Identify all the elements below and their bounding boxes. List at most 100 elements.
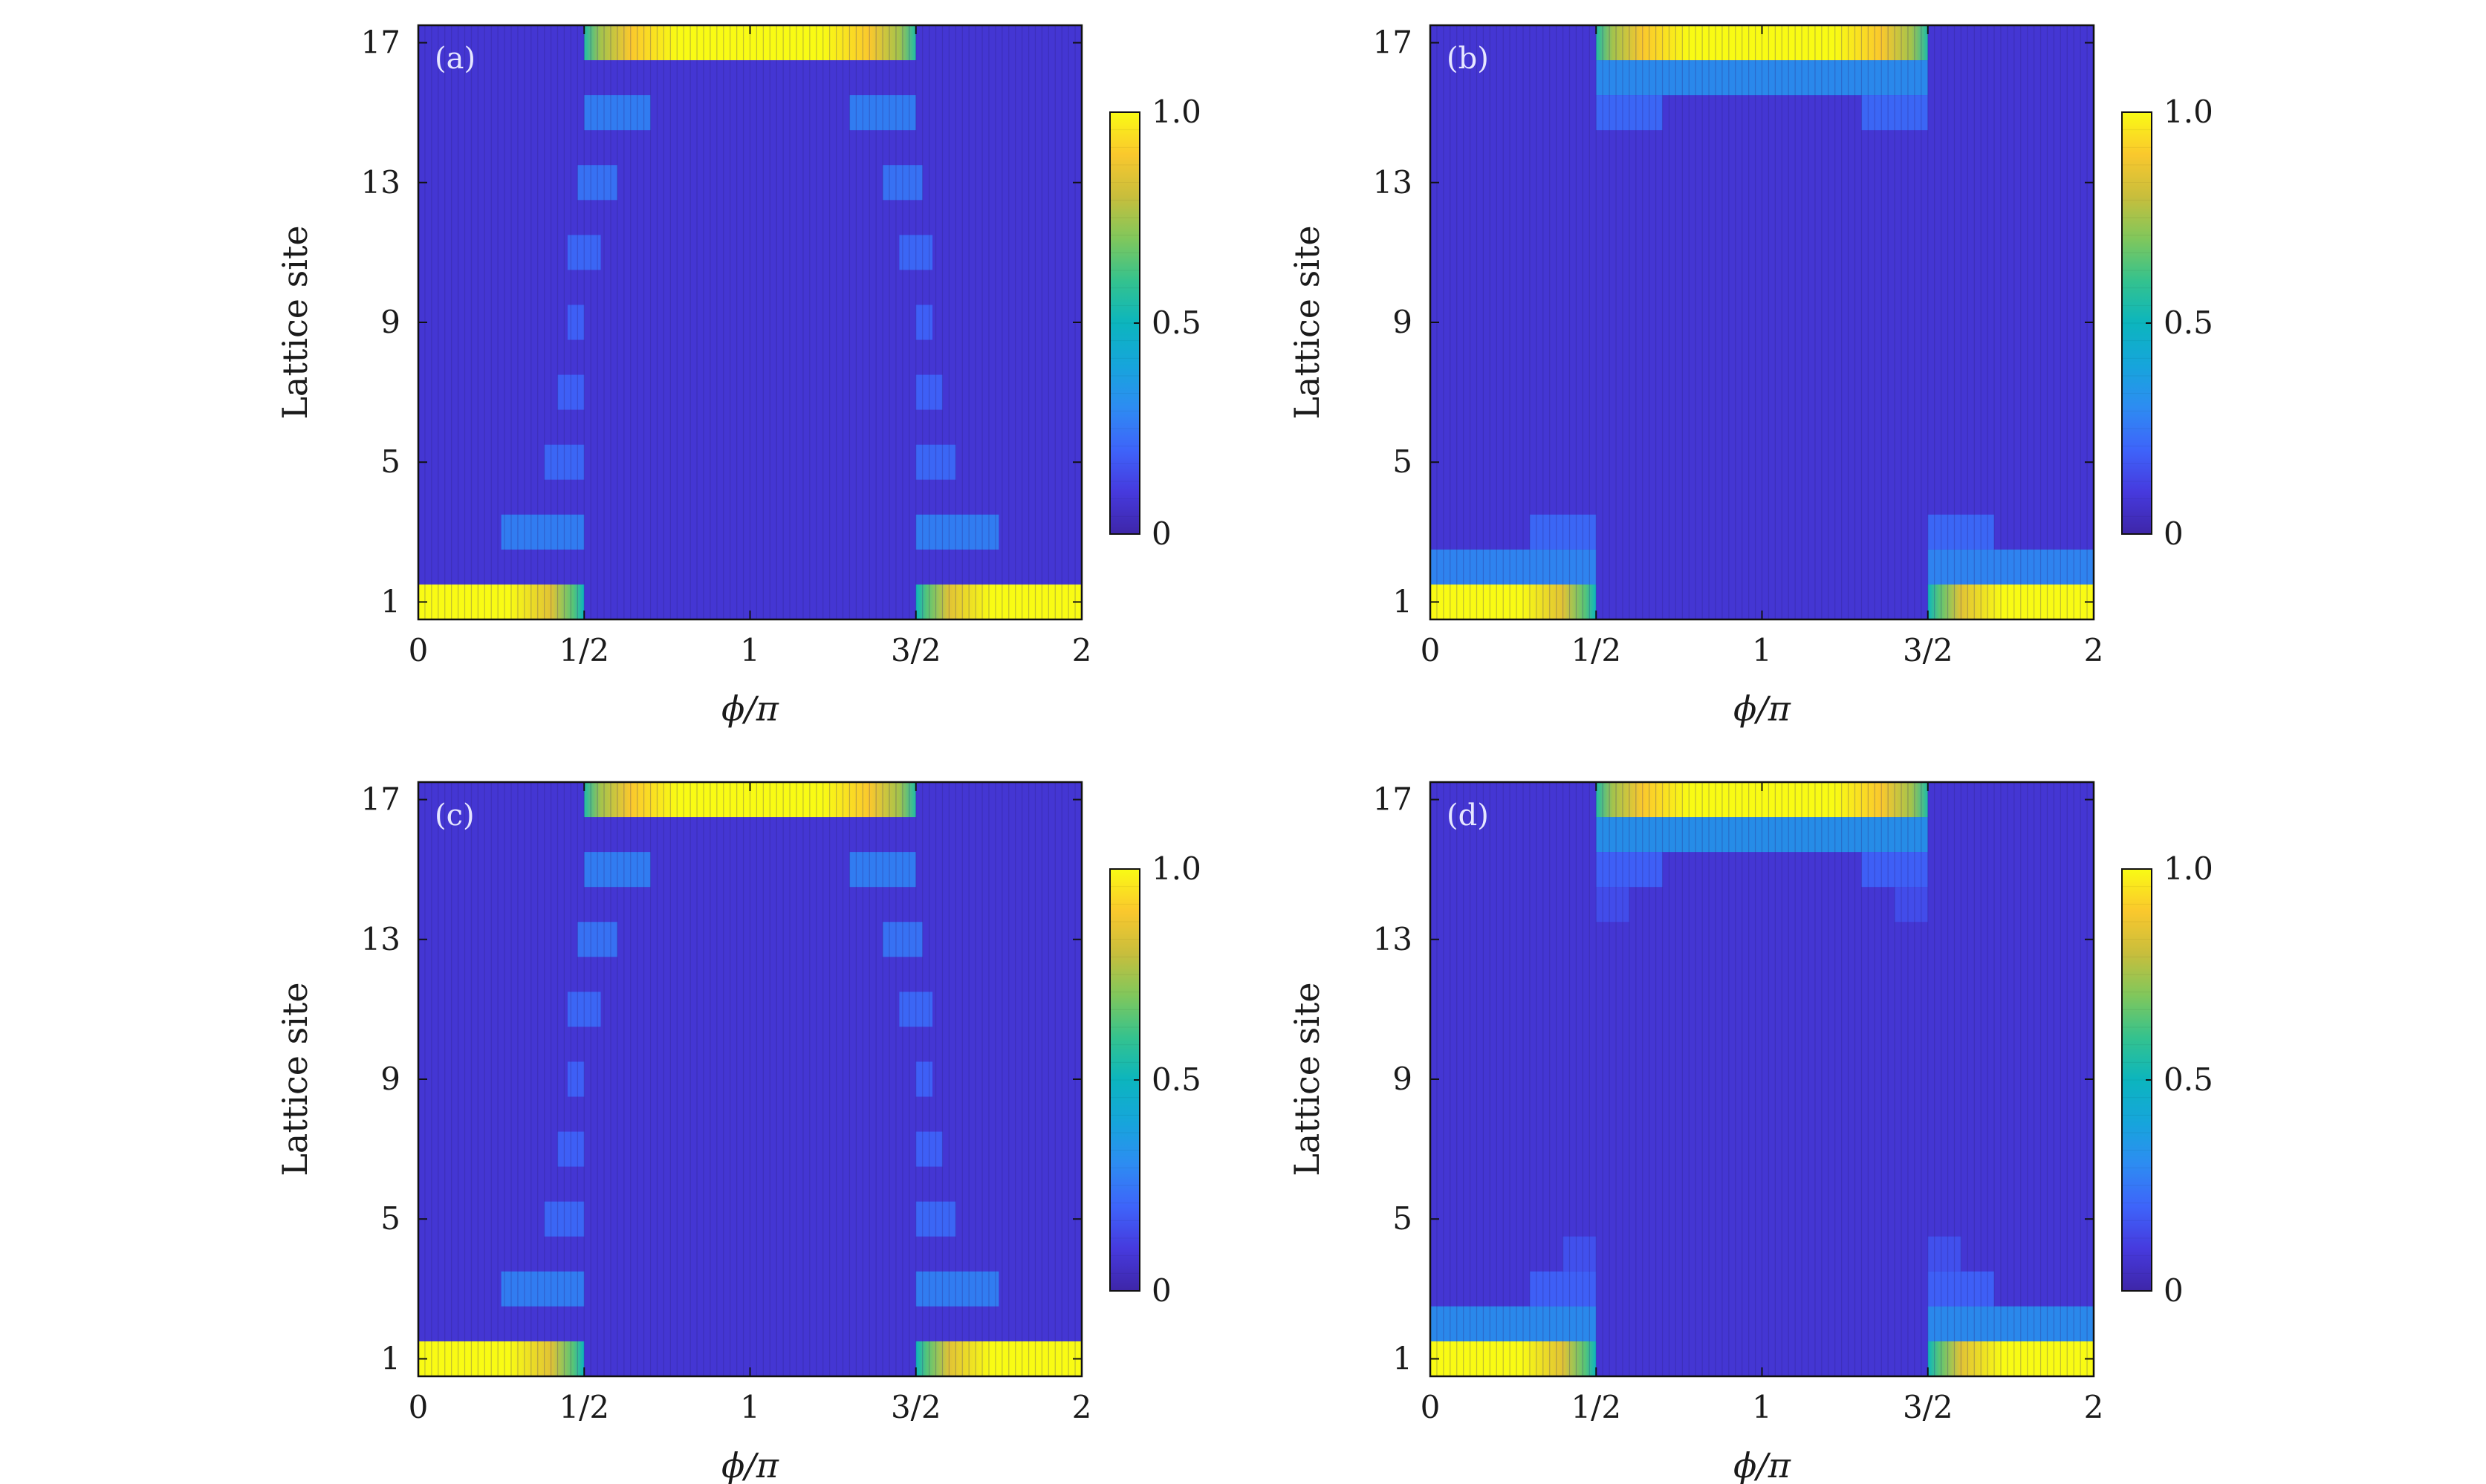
bulk-spot xyxy=(883,165,923,201)
x-tick-label: 0 xyxy=(409,632,429,668)
y-tick-label: 9 xyxy=(1392,1061,1412,1097)
bulk-spot xyxy=(544,444,585,480)
x-axis-label: ϕ/π xyxy=(1733,1445,1791,1484)
heatmap-area xyxy=(418,25,1082,619)
y-tick-label: 1 xyxy=(380,1340,400,1376)
x-tick-label: 1/2 xyxy=(559,632,609,668)
bulk-spot xyxy=(899,992,933,1027)
bulk-spot xyxy=(1596,887,1629,922)
edge-state-site-1 xyxy=(1927,1341,2094,1376)
panel-label: (d) xyxy=(1447,798,1489,833)
bulk-spot xyxy=(1861,95,1928,131)
x-axis-label: ϕ/π xyxy=(721,689,779,729)
bulk-spot xyxy=(1927,1271,1995,1306)
bulk-spot xyxy=(557,374,585,410)
y-tick-label: 9 xyxy=(380,304,400,340)
bulk-spot xyxy=(1430,1306,1597,1341)
y-tick-label: 9 xyxy=(1392,304,1412,340)
y-tick-label: 5 xyxy=(1392,443,1412,480)
bulk-spot xyxy=(557,1131,585,1167)
y-axis-label: Lattice site xyxy=(1287,982,1327,1176)
x-tick-label: 2 xyxy=(2084,632,2104,668)
panel-label: (a) xyxy=(435,42,476,76)
y-tick-label: 17 xyxy=(361,25,400,61)
bulk-spot xyxy=(544,1201,585,1237)
bulk-spot xyxy=(915,1061,933,1097)
y-tick-label: 17 xyxy=(1373,781,1412,818)
colorbar: 0 0.5 1.0 xyxy=(2121,94,2213,552)
bulk-spot xyxy=(849,95,916,131)
x-tick-label: 1 xyxy=(740,1389,760,1425)
bulk-spot xyxy=(567,235,601,270)
x-tick-label: 2 xyxy=(2084,1389,2104,1425)
x-tick-label: 2 xyxy=(1072,1389,1092,1425)
bulk-spot xyxy=(915,1271,999,1306)
x-tick-label: 1 xyxy=(1752,1389,1772,1425)
colorbar: 0 0.5 1.0 xyxy=(2121,850,2213,1309)
colorbar-tick-label: 1.0 xyxy=(2164,94,2213,130)
x-tick-label: 1/2 xyxy=(1571,632,1621,668)
panel-b: 0 1/2 1 3/2 2 1 5 9 13 17 ϕ/π Lattice site (b) 0 0.5 1.… xyxy=(1287,25,2213,729)
bulk-spot xyxy=(584,95,651,131)
bulk-spot xyxy=(1861,852,1928,888)
y-tick-label: 5 xyxy=(1392,1200,1412,1237)
edge-state-site-1 xyxy=(915,584,1082,619)
y-tick-label: 17 xyxy=(1373,25,1412,61)
colorbar-tick-label: 1.0 xyxy=(1152,850,1201,887)
colorbar: 0 0.5 1.0 xyxy=(1109,94,1201,552)
panel-a: 0 1/2 1 3/2 2 1 5 9 13 17 ϕ/π Lattice site (a) 0 0.5 1.… xyxy=(275,25,1201,729)
edge-state-site-1 xyxy=(915,1341,1082,1376)
y-tick-label: 13 xyxy=(361,921,400,957)
panel-d: 0 1/2 1 3/2 2 1 5 9 13 17 ϕ/π Lattice site (d) 0 0.5 1.… xyxy=(1287,781,2213,1484)
colorbar-tick-label: 0.5 xyxy=(2164,1061,2213,1098)
panel-label: (b) xyxy=(1447,42,1489,76)
y-tick-label: 17 xyxy=(361,781,400,818)
bulk-spot xyxy=(915,1131,943,1167)
edge-state-site-1 xyxy=(418,1341,585,1376)
colorbar-tick-label: 0 xyxy=(2164,515,2184,552)
y-tick-label: 13 xyxy=(361,164,400,201)
edge-state-site-1 xyxy=(1430,1341,1597,1376)
bulk-spot xyxy=(501,1271,585,1306)
x-tick-label: 0 xyxy=(1421,1389,1441,1425)
bulk-spot xyxy=(1529,1271,1597,1306)
heatmap-area xyxy=(1430,782,2094,1376)
bulk-spot xyxy=(915,305,933,340)
colorbar-tick-label: 0.5 xyxy=(2164,305,2213,341)
bulk-spot xyxy=(915,444,956,480)
x-tick-label: 0 xyxy=(409,1389,429,1425)
edge-state-site-1 xyxy=(418,584,585,619)
bulk-spot xyxy=(1596,95,1663,131)
bulk-spot xyxy=(1596,817,1928,853)
colorbar-tick-label: 1.0 xyxy=(2164,850,2213,887)
bulk-spot xyxy=(1562,1236,1597,1272)
y-tick-label: 13 xyxy=(1373,164,1412,201)
bulk-spot xyxy=(1895,887,1928,922)
bulk-spot xyxy=(577,165,617,201)
y-tick-label: 1 xyxy=(1392,583,1412,619)
x-tick-label: 0 xyxy=(1421,632,1441,668)
bulk-spot xyxy=(1529,514,1597,550)
colorbar-tick-label: 0.5 xyxy=(1152,305,1201,341)
y-tick-label: 5 xyxy=(380,1200,400,1237)
x-tick-label: 1/2 xyxy=(559,1389,609,1425)
bulk-spot xyxy=(567,992,601,1027)
edge-state-site-1 xyxy=(1927,584,2094,619)
x-axis-label: ϕ/π xyxy=(1733,689,1791,729)
bulk-spot xyxy=(1430,549,1597,585)
y-tick-label: 1 xyxy=(380,583,400,619)
bulk-spot xyxy=(584,852,651,888)
y-tick-label: 13 xyxy=(1373,921,1412,957)
bulk-spot xyxy=(915,1201,956,1237)
y-axis-label: Lattice site xyxy=(275,982,315,1176)
x-tick-label: 2 xyxy=(1072,632,1092,668)
bulk-spot xyxy=(883,922,923,957)
x-tick-label: 1 xyxy=(1752,632,1772,668)
x-axis-label: ϕ/π xyxy=(721,1445,779,1484)
x-tick-label: 3/2 xyxy=(1903,632,1953,668)
bulk-spot xyxy=(1927,514,1995,550)
bulk-spot xyxy=(849,852,916,888)
y-tick-label: 9 xyxy=(380,1061,400,1097)
